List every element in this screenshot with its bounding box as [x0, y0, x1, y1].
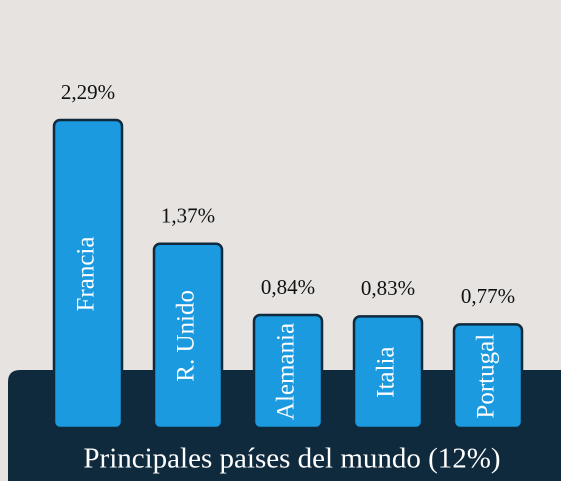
chart-title: Principales países del mundo (12%) [83, 443, 500, 475]
bar [452, 323, 524, 430]
category-label: R. Unido [173, 290, 200, 382]
bar [252, 313, 324, 430]
value-label: 0,84% [261, 275, 315, 299]
bar [152, 242, 224, 430]
value-label: 0,83% [361, 276, 415, 300]
bar [52, 118, 124, 430]
value-label: 1,37% [161, 204, 215, 228]
value-label: 0,77% [461, 284, 515, 308]
category-label: Francia [73, 237, 100, 312]
category-label: Portugal [473, 334, 500, 419]
category-label: Italia [373, 347, 400, 398]
bar [352, 315, 424, 430]
value-label: 2,29% [61, 80, 115, 104]
category-label: Alemania [273, 323, 300, 420]
